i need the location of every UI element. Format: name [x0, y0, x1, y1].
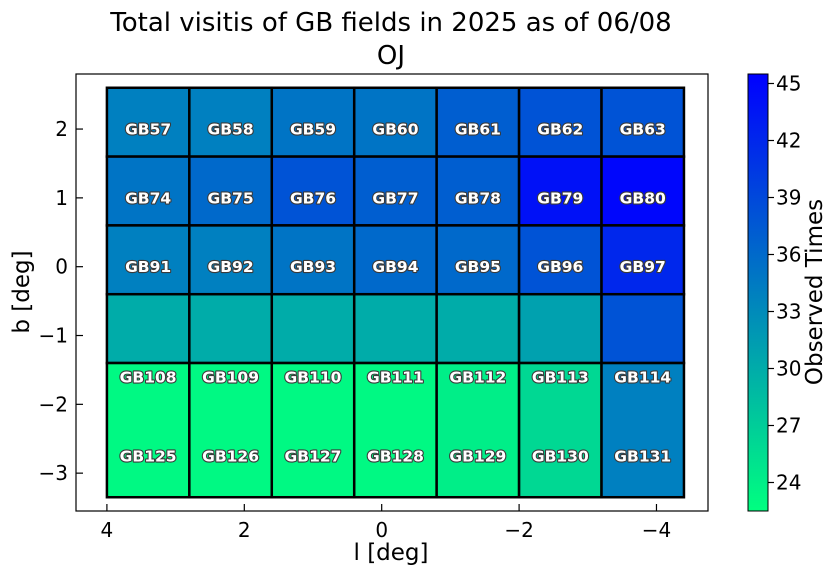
field-label: GB80 [620, 189, 666, 207]
heatmap-cell [270, 224, 356, 296]
heatmap-cell [600, 292, 686, 365]
heatmap-cell [188, 224, 274, 296]
x-tick-label: 2 [238, 518, 251, 542]
y-tick-label: 1 [55, 186, 68, 210]
x-tick-label: 4 [101, 518, 114, 542]
field-label: GB126 [202, 447, 259, 465]
heatmap-cell [188, 292, 274, 365]
heatmap-cell [105, 86, 191, 158]
y-tick-label: −3 [39, 461, 68, 485]
heatmap-cell [600, 224, 686, 296]
heatmap-cell [105, 361, 191, 499]
field-label: GB94 [372, 258, 418, 276]
chart-title: Total visitis of GB fields in 2025 as of… [109, 8, 671, 38]
field-label: GB96 [537, 258, 583, 276]
heatmap-cell [517, 224, 603, 296]
field-label: GB111 [367, 368, 424, 386]
colorbar-tick-label: 45 [776, 72, 801, 96]
heatmap-cell [600, 361, 686, 499]
field-label: GB95 [455, 258, 501, 276]
heatmap-cell [435, 155, 521, 227]
heatmap-cell [270, 155, 356, 227]
field-label: GB57 [125, 121, 171, 139]
field-label: GB113 [532, 368, 589, 386]
field-label: GB74 [125, 189, 171, 207]
field-label: GB112 [449, 368, 506, 386]
field-label: GB129 [449, 447, 506, 465]
field-label: GB92 [208, 258, 254, 276]
field-labels: GB57 GB58 GB59 GB60 GB61 GB62 GB63 GB74 GB75 GB76… [119, 119, 673, 466]
heatmap-cell [600, 155, 686, 227]
colorbar-label: Observed Times [802, 199, 828, 385]
heatmap-cell [105, 155, 191, 227]
heatmap-cell [517, 292, 603, 365]
colorbar: 24 27 30 33 36 39 42 45 Observed Times [747, 72, 828, 512]
field-label: GB110 [285, 368, 342, 386]
heatmap-cell [352, 292, 438, 365]
field-label: GB93 [290, 258, 336, 276]
field-label: GB61 [455, 121, 501, 139]
colorbar-tick-label: 27 [776, 414, 801, 438]
field-label: GB114 [614, 368, 671, 386]
field-label: GB77 [372, 189, 418, 207]
heatmap-cells [105, 86, 686, 499]
field-label: GB76 [290, 189, 336, 207]
x-tick-label: −4 [642, 518, 671, 542]
heatmap-cell [105, 292, 191, 365]
field-label: GB78 [455, 189, 501, 207]
colorbar-tick-label: 30 [776, 357, 801, 381]
heatmap-cell [188, 361, 274, 499]
x-tick-label: 0 [375, 518, 388, 542]
x-axis-ticks: 4 2 0 −2 −4 [101, 504, 671, 542]
y-tick-label: 0 [55, 255, 68, 279]
colorbar-tick-label: 42 [776, 129, 801, 153]
y-tick-label: −2 [39, 392, 68, 416]
field-label: GB131 [614, 447, 671, 465]
colorbar-tick-label: 33 [776, 300, 801, 324]
heatmap-cell [435, 224, 521, 296]
heatmap-cell [435, 292, 521, 365]
field-label: GB130 [532, 447, 589, 465]
plot-frame [75, 73, 709, 512]
y-tick-label: 2 [55, 117, 68, 141]
y-axis-label: b [deg] [9, 250, 35, 333]
field-label: GB62 [537, 121, 583, 139]
heatmap-cell [270, 292, 356, 365]
y-axis-ticks: 2 1 0 −1 −2 −3 [39, 117, 83, 485]
field-label: GB60 [372, 121, 418, 139]
heatmap-cell [517, 86, 603, 158]
y-tick-label: −1 [39, 324, 68, 348]
field-label: GB109 [202, 368, 259, 386]
heatmap-cell [517, 361, 603, 499]
colorbar-tick-label: 36 [776, 243, 801, 267]
field-label: GB63 [620, 121, 666, 139]
colorbar-gradient [747, 73, 769, 512]
field-label: GB128 [367, 447, 424, 465]
colorbar-tick-label: 39 [776, 186, 801, 210]
field-label: GB79 [537, 189, 583, 207]
chart-subtitle: OJ [377, 41, 405, 71]
x-axis-label: l [deg] [354, 540, 429, 566]
field-label: GB97 [620, 258, 666, 276]
field-label: GB58 [208, 121, 254, 139]
colorbar-ticks: 24 27 30 33 36 39 42 45 [768, 72, 801, 495]
field-label: GB127 [285, 447, 342, 465]
colorbar-tick-label: 24 [776, 471, 801, 495]
heatmap-cell [352, 361, 438, 499]
field-label: GB75 [208, 189, 254, 207]
field-label: GB91 [125, 258, 171, 276]
field-label: GB108 [120, 368, 177, 386]
field-label: GB59 [290, 121, 336, 139]
field-label: GB125 [120, 447, 177, 465]
x-tick-label: −2 [504, 518, 533, 542]
